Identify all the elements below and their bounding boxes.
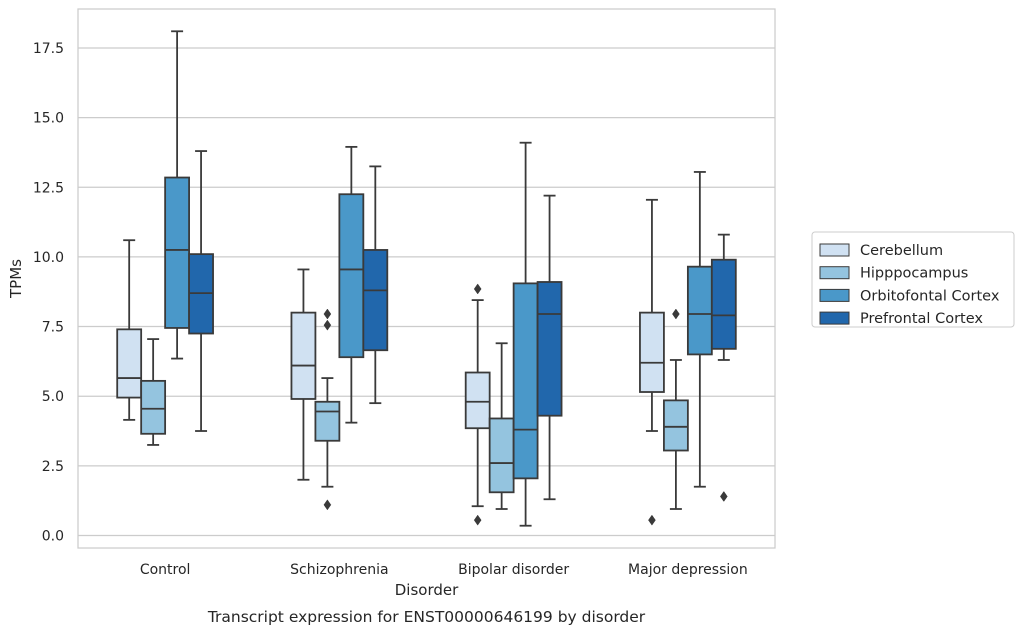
outlier-point [323, 499, 332, 511]
box-iqr [338, 193, 365, 359]
x-tick-label: Schizophrenia [290, 562, 388, 578]
box-iqr [488, 417, 515, 494]
y-tick-label: 12.5 [33, 180, 64, 196]
box-group [464, 283, 491, 526]
legend-swatch [819, 266, 850, 280]
x-tick-label: Bipolar disorder [458, 562, 569, 578]
box-group [140, 338, 167, 446]
x-tick-label: Major depression [628, 562, 748, 578]
outlier-point [473, 514, 482, 526]
legend-label: Orbitofontal Cortex [860, 288, 1000, 304]
box-iqr [290, 311, 317, 400]
y-tick-label: 0.0 [42, 528, 64, 544]
box-iqr [140, 379, 167, 435]
legend-frame [811, 231, 1015, 328]
box-iqr [116, 328, 143, 399]
box-group [362, 165, 389, 405]
chart-caption: Transcript expression for ENST0000064619… [207, 608, 646, 626]
box-group [639, 198, 665, 526]
box-group [116, 239, 143, 421]
y-tick-label: 2.5 [42, 459, 64, 475]
legend-swatch [819, 288, 850, 302]
box-group [663, 308, 689, 510]
outlier-point [648, 514, 656, 526]
box-group [536, 194, 563, 501]
legend: Cerebellum Hipppocampus Orbitofontal Corte… [811, 231, 1015, 328]
y-tick-label: 10.0 [33, 250, 64, 266]
plot-frame [77, 8, 776, 549]
box-group [290, 268, 317, 481]
box-iqr [663, 399, 689, 452]
x-tick-label: Control [140, 562, 191, 578]
outlier-point [672, 308, 680, 320]
box-group [338, 145, 365, 424]
y-tick-label: 5.0 [42, 389, 64, 405]
box-iqr [362, 249, 389, 352]
box-plot-marks [116, 30, 737, 527]
y-tick-label: 15.0 [33, 111, 64, 127]
box-iqr [314, 400, 341, 442]
box-group [164, 30, 190, 360]
y-tick-label: 17.5 [33, 41, 64, 57]
box-group [710, 233, 737, 502]
legend-label: Prefrontal Cortex [860, 311, 983, 327]
x-tick-labels: Control Schizophrenia Bipolar disorder Majo… [140, 562, 748, 578]
box-group [512, 141, 539, 527]
legend-swatch [819, 311, 850, 325]
x-axis-label: Disorder [395, 581, 459, 599]
box-group [686, 171, 713, 488]
box-group [314, 308, 341, 511]
outlier-point [323, 319, 332, 331]
box-iqr [710, 258, 737, 350]
y-tick-label: 7.5 [42, 320, 64, 336]
legend-swatch [819, 243, 850, 257]
box-iqr [686, 265, 713, 356]
outlier-point [323, 308, 332, 320]
box-group [188, 150, 214, 432]
outlier-point [720, 491, 728, 502]
legend-label: Cerebellum [860, 243, 943, 259]
y-axis-label: TPMs [7, 259, 25, 299]
legend-label: Hipppocampus [860, 266, 968, 282]
box-group [488, 342, 515, 510]
y-tick-labels: 0.0 2.5 5.0 7.5 10.0 12.5 15.0 17.5 [33, 41, 64, 544]
box-iqr [512, 282, 539, 480]
box-iqr [164, 176, 190, 329]
box-iqr [464, 371, 491, 430]
outlier-point [473, 283, 482, 295]
box-iqr [639, 311, 665, 393]
box-iqr [536, 281, 563, 417]
